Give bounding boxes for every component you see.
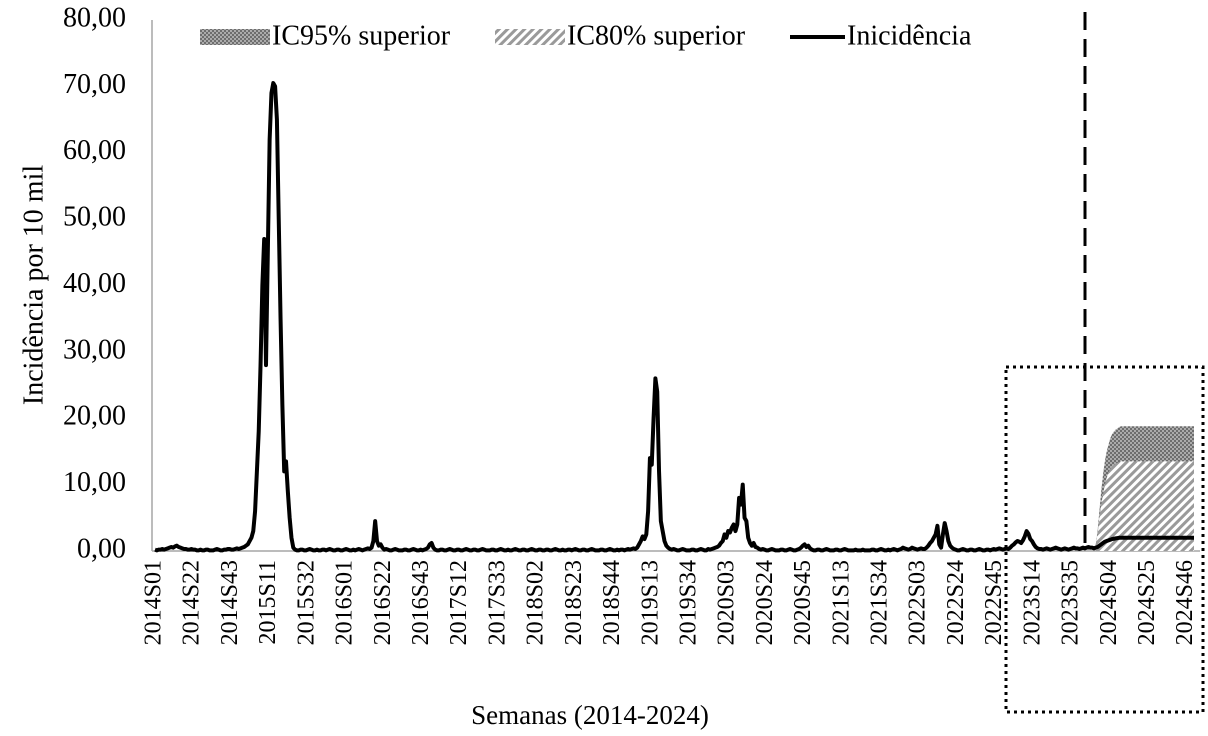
x-tick-label: 2018S44 — [599, 560, 625, 645]
lines — [154, 81, 1195, 553]
x-tick-label: 2022S03 — [905, 560, 931, 645]
y-tick-label: 30,00 — [63, 334, 126, 365]
legend-label: Inicidência — [847, 20, 972, 51]
x-tick-label: 2022S45 — [981, 560, 1007, 645]
x-tick-label: 2024S25 — [1134, 560, 1160, 645]
y-tick-label: 0,00 — [77, 533, 126, 564]
y-tick-label: 10,00 — [63, 467, 126, 498]
x-tick-label: 2019S13 — [637, 560, 663, 645]
x-tick-label: 2014S01 — [141, 560, 167, 645]
x-tick-label: 2020S03 — [714, 560, 740, 645]
x-tick-label: 2024S46 — [1172, 560, 1198, 645]
line — [154, 81, 1195, 553]
x-tick-label: 2018S02 — [523, 560, 549, 645]
x-axis-title: Semanas (2014-2024) — [471, 700, 709, 730]
x-tick-label: 2016S43 — [408, 560, 434, 645]
zoom-box — [1004, 365, 1205, 714]
area — [1095, 461, 1194, 551]
legend-label: IC80% superior — [567, 20, 746, 51]
x-tick-label: 2024S04 — [1096, 560, 1122, 645]
legend: IC95% superior IC80% superior Inicidência — [200, 20, 972, 51]
x-tick-label: 2023S14 — [1019, 560, 1045, 645]
x-tick-label: 2020S24 — [752, 560, 778, 645]
x-tick-label: 2019S34 — [675, 560, 701, 645]
x-tick-label: 2014S43 — [217, 560, 243, 645]
x-tick-label: 2016S01 — [332, 560, 358, 645]
y-tick-label: 70,00 — [63, 69, 126, 100]
y-tick-label: 50,00 — [63, 202, 126, 233]
areas — [1095, 426, 1194, 551]
x-tick-label: 2015S11 — [255, 560, 281, 644]
x-tick-label: 2022S24 — [943, 560, 969, 645]
x-tick-label: 2020S45 — [790, 560, 816, 645]
x-tick-label: 2014S22 — [179, 560, 205, 645]
x-tick-label: 2021S34 — [867, 560, 893, 645]
x-tick-label: 2017S33 — [484, 560, 510, 645]
y-tick-label: 40,00 — [63, 268, 126, 299]
legend-swatch — [200, 29, 270, 45]
x-tick-label: 2023S35 — [1058, 560, 1084, 645]
x-tick-label: 2017S12 — [446, 560, 472, 645]
x-tick-label: 2016S22 — [370, 560, 396, 645]
x-tick-label: 2021S13 — [828, 560, 854, 645]
y-tick-label: 80,00 — [63, 2, 126, 33]
legend-swatch — [495, 29, 565, 45]
legend-label: IC95% superior — [272, 20, 451, 51]
x-tick-label: 2015S32 — [293, 560, 319, 645]
y-tick-label: 20,00 — [63, 401, 126, 432]
y-axis-title: Incidência por 10 mil — [18, 165, 49, 405]
x-tick-label: 2018S23 — [561, 560, 587, 645]
ticks: 0,00 10,00 20,00 30,00 40,00 50,00 60,00 70,00 8… — [63, 2, 1198, 645]
y-tick-label: 60,00 — [63, 135, 126, 166]
